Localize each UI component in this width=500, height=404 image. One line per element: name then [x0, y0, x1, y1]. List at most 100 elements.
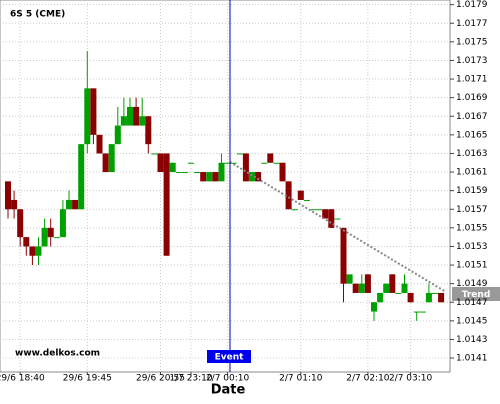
candle-body: [5, 181, 11, 210]
candle-body: [352, 283, 359, 293]
y-tick-label: 1.0155: [456, 223, 488, 233]
y-tick-label: 1.0161: [456, 168, 488, 178]
candle-body: [267, 153, 274, 163]
y-tick-label: 1.0177: [456, 19, 488, 29]
x-tick-label: 1/7 23:10: [169, 374, 213, 384]
trend-tag: [452, 287, 500, 301]
candle-body: [72, 199, 79, 210]
candle-body: [66, 199, 72, 210]
candle-body: [395, 292, 402, 294]
candle-body: [206, 172, 213, 182]
y-tick-label: 1.0179: [456, 0, 488, 10]
candle-body: [371, 302, 377, 312]
event-label: Event: [215, 353, 245, 363]
y-tick-label: 1.0167: [456, 112, 488, 122]
x-axis-title: Date: [211, 383, 246, 398]
y-tick-label: 1.0145: [456, 316, 488, 326]
candle-body: [139, 116, 146, 126]
watermark: www.delkos.com: [15, 349, 100, 359]
candle-body: [84, 88, 91, 145]
candle-body: [432, 292, 438, 294]
candle-body: [230, 162, 237, 164]
candle-body: [316, 209, 323, 211]
y-tick-label: 1.0165: [456, 130, 488, 140]
chart-title: 6S 5 (CME): [10, 10, 65, 20]
candle-body: [11, 199, 18, 210]
candle-body: [261, 162, 268, 164]
candle-body: [47, 227, 54, 238]
candle-body: [41, 227, 48, 247]
candle-body: [108, 144, 115, 173]
y-tick-label: 1.0147: [456, 298, 488, 308]
y-tick-label: 1.0171: [456, 75, 488, 85]
candle-body: [29, 246, 36, 256]
candle-body: [425, 292, 432, 303]
candle-body: [322, 209, 329, 219]
candle-body: [175, 172, 182, 174]
candle-body: [328, 209, 335, 228]
candle-body: [212, 172, 219, 182]
candle-body: [145, 116, 152, 145]
y-tick-label: 1.0157: [456, 205, 488, 215]
candle-body: [291, 209, 298, 211]
candle-body: [242, 153, 249, 182]
candle-body: [334, 218, 341, 220]
candle-body: [273, 162, 280, 164]
x-tick-label: 2/7 02:10: [346, 374, 390, 384]
y-tick-label: 1.0163: [456, 149, 488, 159]
candle-body: [133, 106, 140, 126]
x-tick-label: 29/6 20:55: [136, 374, 185, 384]
x-tick-label: 2/7 01:10: [279, 374, 323, 384]
candle-body: [285, 181, 292, 210]
candle-body: [249, 172, 255, 182]
candle-body: [163, 153, 170, 256]
event-tag: [207, 350, 251, 363]
y-tick-label: 1.0175: [456, 37, 488, 47]
candle-body: [346, 274, 353, 284]
candle-body: [169, 162, 176, 173]
x-tick-label: 29/6 19:45: [63, 374, 112, 384]
candle-body: [35, 246, 42, 256]
y-tick-label: 1.0159: [456, 186, 488, 196]
candle-body: [255, 172, 262, 182]
candle-body: [279, 162, 286, 182]
candle-body: [389, 274, 396, 293]
candle-body: [364, 274, 371, 293]
y-tick-label: 1.0153: [456, 242, 488, 252]
candle-body: [127, 106, 133, 126]
candle-body: [90, 88, 97, 135]
candle-body: [59, 209, 66, 238]
candle-body: [413, 311, 420, 313]
candle-body: [120, 116, 127, 126]
candle-body: [114, 125, 121, 145]
candle-body: [17, 209, 24, 238]
y-tick-label: 1.0169: [456, 93, 488, 103]
candle-body: [23, 237, 30, 247]
candle-body: [96, 134, 103, 154]
candle-body: [102, 153, 109, 173]
candle-body: [340, 227, 347, 284]
candle-body: [383, 283, 390, 293]
candle-body: [157, 153, 164, 173]
candle-body: [303, 199, 310, 201]
y-tick-label: 1.0149: [456, 279, 488, 289]
candle-body: [78, 144, 85, 210]
candle-body: [218, 162, 225, 182]
candle-body: [236, 153, 243, 155]
candle-body: [53, 237, 60, 239]
candle-body: [188, 162, 194, 164]
candle-body: [224, 162, 231, 164]
candle-body: [438, 292, 445, 303]
candle-body: [200, 172, 207, 182]
candle-body: [401, 283, 408, 293]
candle-body: [151, 153, 158, 155]
y-tick-label: 1.0141: [456, 354, 488, 364]
x-tick-label: 29/6 18:40: [0, 374, 45, 384]
candle-body: [297, 190, 304, 200]
x-tick-label: 2/7 00:10: [206, 374, 250, 384]
candle-body: [377, 292, 384, 303]
candle-body: [310, 209, 316, 211]
candle-body: [407, 292, 414, 303]
candle-body: [419, 311, 426, 313]
